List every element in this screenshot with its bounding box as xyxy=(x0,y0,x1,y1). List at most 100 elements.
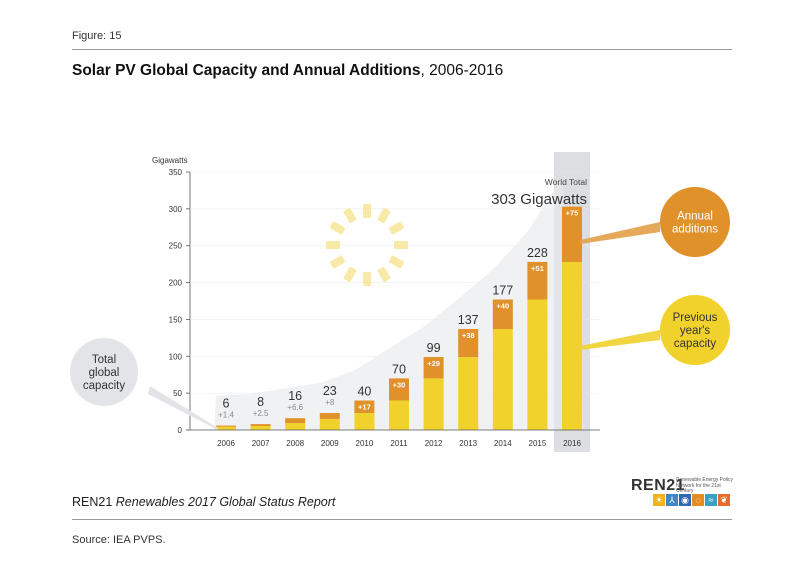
total-label: 23 xyxy=(323,384,337,398)
title-years: , 2006-2016 xyxy=(420,62,504,79)
addition-label: +6.6 xyxy=(287,403,303,412)
trend-area xyxy=(214,176,584,430)
footer-org: REN21 xyxy=(72,495,113,509)
page-title: Solar PV Global Capacity and Annual Addi… xyxy=(72,62,503,80)
y-tick-label: 100 xyxy=(169,352,183,361)
bar-addition-2008 xyxy=(285,418,306,424)
addition-label: +75 xyxy=(566,209,579,218)
addition-label: +38 xyxy=(462,331,475,340)
x-tick-label: 2014 xyxy=(494,439,512,448)
sun-ray xyxy=(330,221,346,235)
bar-previous-2015 xyxy=(527,299,548,430)
sun-ray xyxy=(377,266,391,282)
bottom-divider xyxy=(72,519,732,520)
y-tick-label: 250 xyxy=(169,242,183,251)
total-label: 16 xyxy=(288,389,302,403)
x-tick-label: 2006 xyxy=(217,439,235,448)
bar-previous-2010 xyxy=(354,413,375,430)
sun-ray xyxy=(388,255,404,269)
previous-capacity-text: capacity xyxy=(674,338,716,350)
y-tick-label: 300 xyxy=(169,205,183,214)
sun-ray xyxy=(343,208,357,224)
x-tick-label: 2008 xyxy=(286,439,304,448)
addition-label: +29 xyxy=(427,359,440,368)
wind-icon: ⅄ xyxy=(666,494,678,506)
x-tick-label: 2016 xyxy=(563,439,581,448)
source-note: Source: IEA PVPS. xyxy=(72,534,166,546)
bar-addition-2007 xyxy=(250,424,271,426)
bar-previous-2012 xyxy=(423,378,444,430)
total-capacity-text: global xyxy=(89,367,120,379)
bar-previous-2014 xyxy=(492,329,513,430)
total-label: 228 xyxy=(527,246,548,260)
total-capacity-bubble xyxy=(70,338,138,406)
water-icon: ◉ xyxy=(679,494,691,506)
total-label: 177 xyxy=(492,284,513,298)
previous-capacity-text: year's xyxy=(680,325,711,337)
y-tick-label: 0 xyxy=(178,426,183,435)
addition-label: +8 xyxy=(325,398,335,407)
bar-previous-2007 xyxy=(250,425,271,430)
addition-label: +17 xyxy=(358,403,371,412)
bar-addition-2010 xyxy=(354,400,375,414)
figure-label: Figure: 15 xyxy=(72,30,122,42)
sun-ray xyxy=(377,208,391,224)
bar-addition-2014 xyxy=(492,299,513,330)
sun-icon: ☀ xyxy=(653,494,665,506)
title-bold: Solar PV Global Capacity and Annual Addi… xyxy=(72,62,421,79)
bar-addition-2009 xyxy=(319,413,340,419)
annual-additions-bubble xyxy=(660,187,730,257)
logo-tiles: ☀ ⅄ ◉ ◌ ≈ ❦ xyxy=(653,494,730,506)
bar-previous-2011 xyxy=(389,400,409,430)
x-tick-label: 2010 xyxy=(356,439,374,448)
bar-addition-2015 xyxy=(527,261,548,300)
total-label: 40 xyxy=(357,385,371,399)
bar-previous-2013 xyxy=(458,357,479,430)
annual-additions-text: additions xyxy=(672,224,718,236)
previous-capacity-text: Previous xyxy=(673,312,718,324)
x-tick-label: 2007 xyxy=(252,439,270,448)
total-leader xyxy=(148,386,218,430)
sun-ray xyxy=(394,241,408,249)
world-total-label: World Total xyxy=(545,177,587,187)
footer-report: REN21 Renewables 2017 Global Status Repo… xyxy=(72,495,335,509)
sun-ray xyxy=(363,204,371,218)
logo-subtitle: Renewable Energy Policy Network for the … xyxy=(676,477,733,494)
bar-addition-2012 xyxy=(423,357,444,379)
x-tick-label: 2011 xyxy=(390,439,408,448)
total-label: 99 xyxy=(427,341,441,355)
bar-previous-2008 xyxy=(285,423,306,430)
footer-report-title: Renewables 2017 Global Status Report xyxy=(115,495,336,509)
y-tick-label: 350 xyxy=(169,168,183,177)
bar-previous-2006 xyxy=(216,426,236,430)
addition-label: +2.5 xyxy=(253,409,269,418)
top-divider xyxy=(72,49,732,50)
wave-icon: ≈ xyxy=(705,494,717,506)
y-tick-label: 50 xyxy=(173,389,182,398)
total-capacity-text: Total xyxy=(92,354,116,366)
y-tick-label: 150 xyxy=(169,315,183,324)
y-axis-label: Gigawatts xyxy=(152,156,188,165)
total-label: 6 xyxy=(223,397,230,411)
bar-addition-2016 xyxy=(562,206,582,262)
sun-ray xyxy=(388,221,404,235)
addition-label: +30 xyxy=(393,380,406,389)
bar-addition-2013 xyxy=(458,329,479,358)
bar-previous-2016 xyxy=(562,261,582,430)
sun-ray xyxy=(326,241,340,249)
x-tick-label: 2015 xyxy=(529,439,547,448)
previous-leader xyxy=(580,330,660,350)
world-total-value: 303 Gigawatts xyxy=(491,191,587,208)
total-label: 137 xyxy=(458,313,479,327)
annual-leader xyxy=(580,222,660,244)
addition-label: +1.4 xyxy=(218,411,234,420)
sun-ray xyxy=(330,255,346,269)
sun-ray xyxy=(343,266,357,282)
addition-label: +51 xyxy=(531,264,544,273)
bar-addition-2011 xyxy=(389,378,409,401)
total-label: 70 xyxy=(392,362,406,376)
fire-icon: ◌ xyxy=(692,494,704,506)
x-tick-label: 2012 xyxy=(425,439,443,448)
logo-name: REN21 xyxy=(631,477,686,494)
